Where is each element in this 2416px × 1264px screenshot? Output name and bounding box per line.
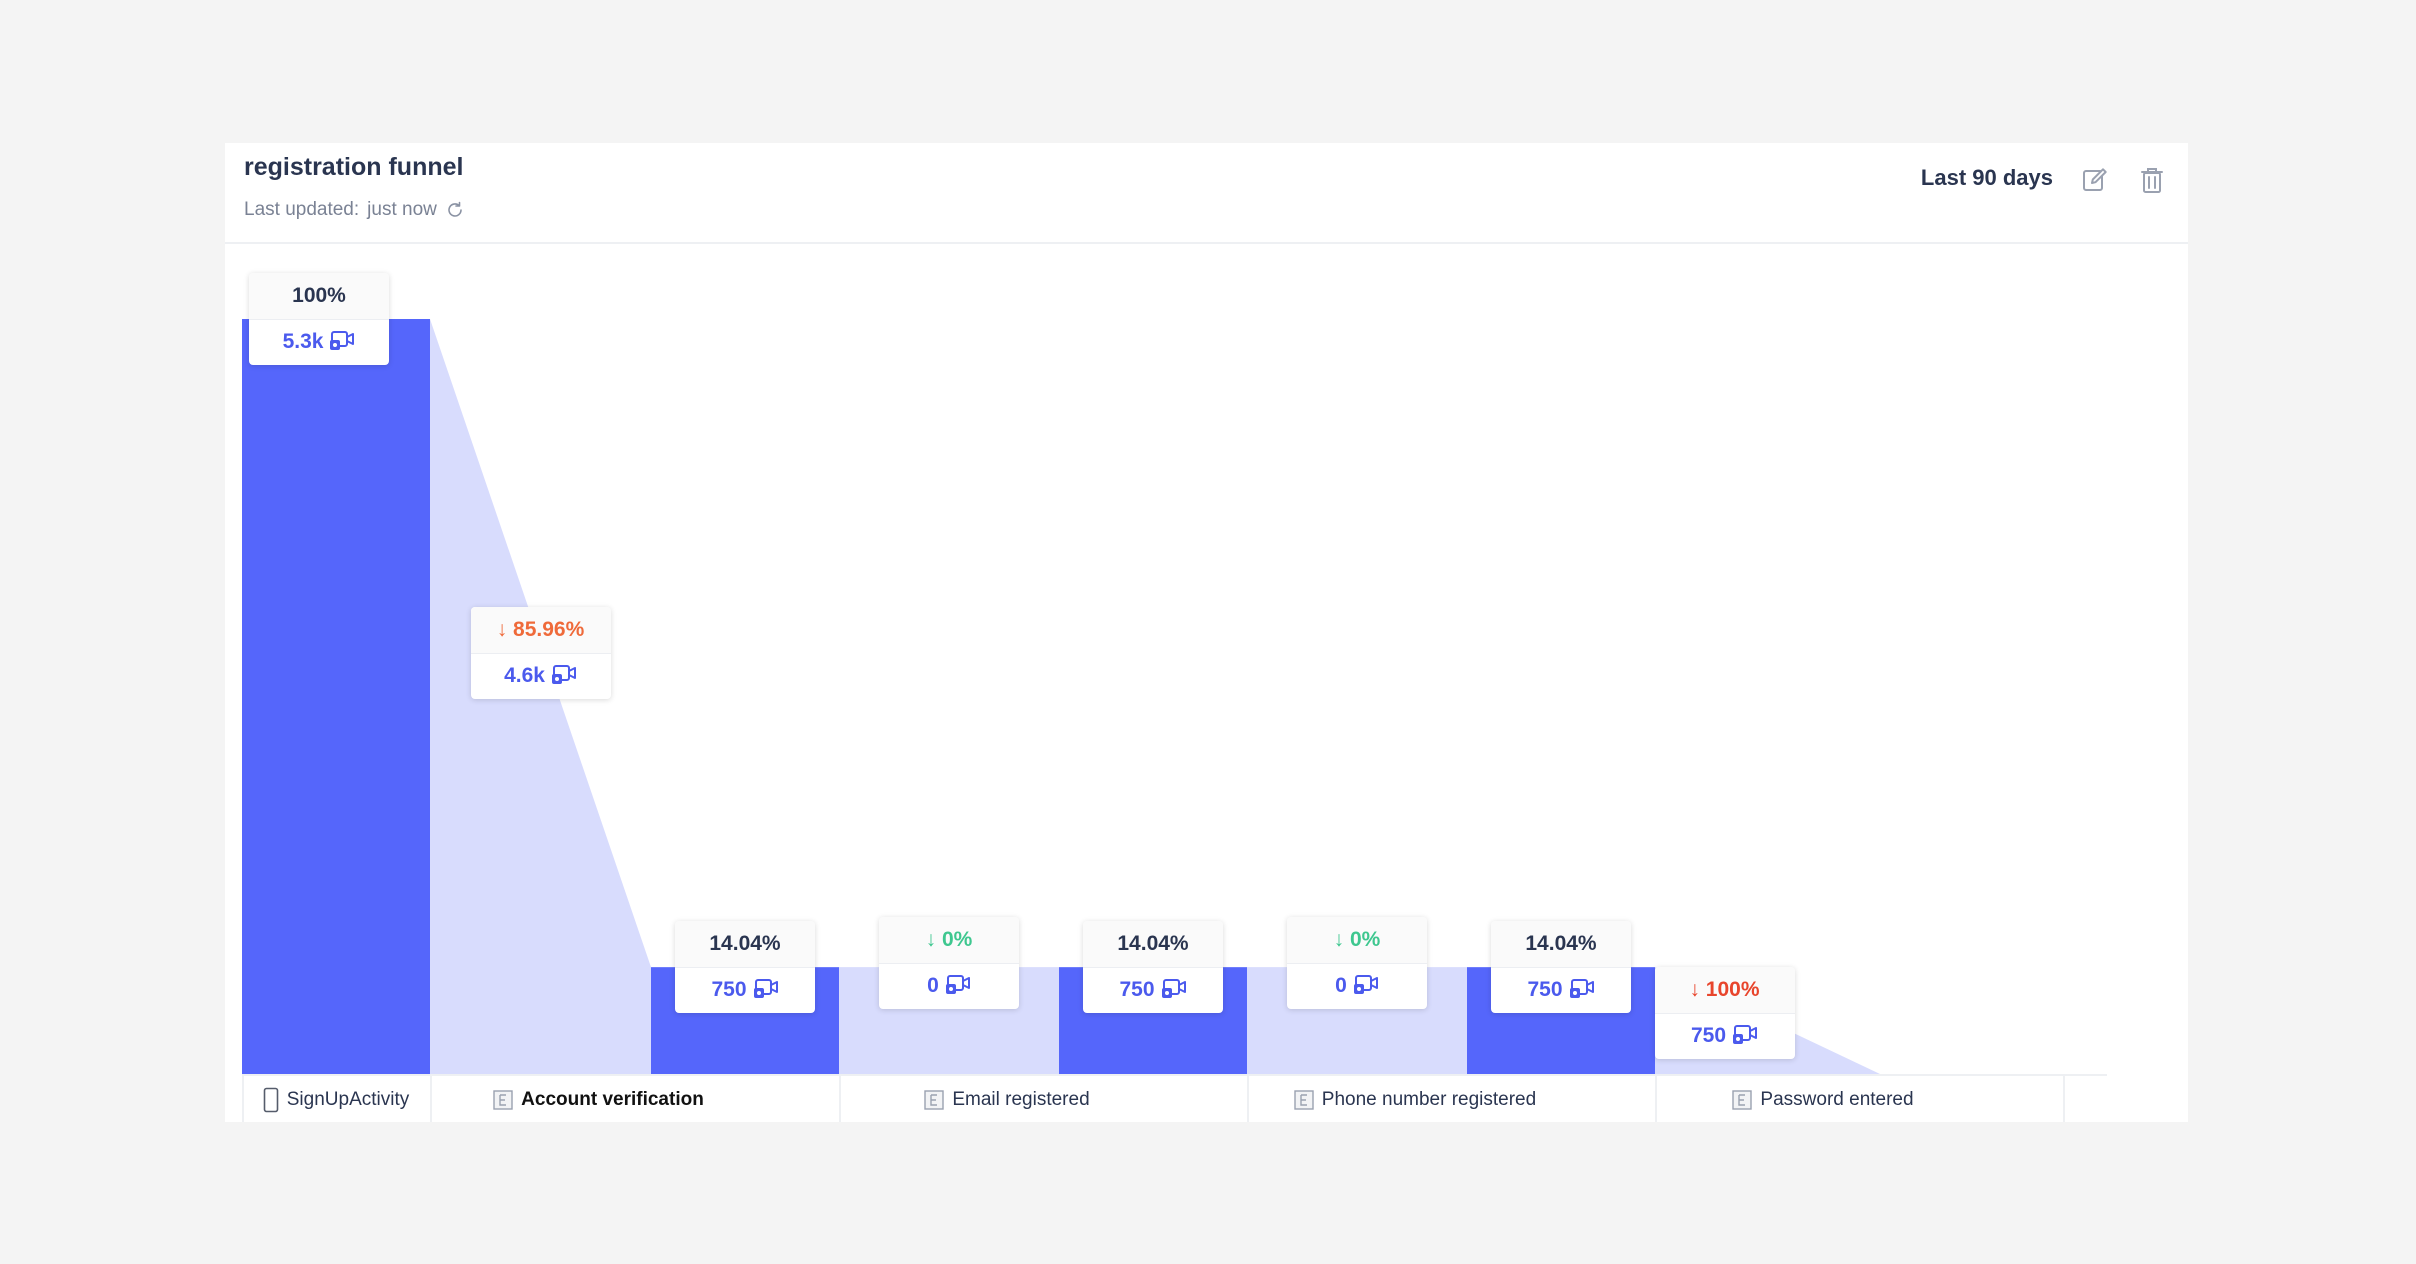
dropoff-label-count[interactable]: 0 bbox=[879, 964, 1019, 1010]
column-divider bbox=[839, 1076, 841, 1122]
dropoff-label-count-value: 0 bbox=[927, 974, 939, 998]
dropoff-label-percent: ↓ 0% bbox=[879, 917, 1019, 965]
conversion-label: 100% 5.3k bbox=[249, 273, 389, 365]
session-recording-icon[interactable] bbox=[945, 973, 971, 995]
conversion-label-percent: 14.04% bbox=[1491, 921, 1631, 969]
conversion-label: 14.04% 750 bbox=[1491, 921, 1631, 1014]
step-label[interactable]: Account verification bbox=[430, 1078, 839, 1122]
step-label[interactable]: SignUpActivity bbox=[242, 1078, 430, 1122]
conversion-label-count-value: 750 bbox=[711, 978, 747, 1002]
dropoff-label: ↓ 0% 0 bbox=[1287, 917, 1427, 1010]
funnel-card: registration funnel Last updated: just n… bbox=[225, 143, 2188, 1122]
step-label-text: Account verification bbox=[521, 1089, 704, 1110]
chart-title: registration funnel bbox=[244, 153, 464, 181]
refresh-icon[interactable] bbox=[445, 200, 465, 220]
conversion-label-count-value: 750 bbox=[1527, 978, 1563, 1002]
trash-icon[interactable] bbox=[2137, 165, 2167, 195]
funnel-bar bbox=[242, 319, 430, 1074]
conversion-label-count[interactable]: 750 bbox=[1491, 968, 1631, 1014]
session-recording-icon[interactable] bbox=[329, 329, 355, 351]
event-icon bbox=[493, 1090, 513, 1110]
event-icon bbox=[924, 1090, 945, 1110]
column-divider bbox=[430, 1076, 432, 1122]
column-divider bbox=[1247, 1076, 1249, 1122]
dropoff-label-percent: ↓ 100% bbox=[1654, 967, 1795, 1015]
step-label[interactable]: Email registered bbox=[839, 1078, 1247, 1122]
event-icon bbox=[1294, 1090, 1314, 1110]
last-updated-value: just now bbox=[367, 199, 437, 220]
event-icon bbox=[1732, 1090, 1753, 1110]
phone-icon bbox=[263, 1087, 279, 1113]
conversion-label-count[interactable]: 750 bbox=[1083, 968, 1223, 1014]
session-recording-icon[interactable] bbox=[1569, 977, 1595, 999]
session-recording-icon[interactable] bbox=[753, 977, 779, 999]
conversion-label-count-value: 5.3k bbox=[282, 330, 324, 353]
dropoff-label-count[interactable]: 4.6k bbox=[471, 654, 611, 700]
dropoff-label-count[interactable]: 750 bbox=[1655, 1014, 1795, 1060]
conversion-label-percent: 14.04% bbox=[675, 921, 815, 969]
step-label-text: Phone number registered bbox=[1321, 1089, 1537, 1110]
chart-baseline bbox=[242, 1074, 2107, 1076]
funnel-chart bbox=[242, 319, 1880, 1074]
session-recording-icon[interactable] bbox=[1161, 977, 1187, 999]
conversion-label-count-value: 750 bbox=[1119, 978, 1155, 1002]
step-label-text: Password entered bbox=[1760, 1089, 1914, 1110]
edit-icon[interactable] bbox=[2080, 165, 2110, 195]
conversion-label-count[interactable]: 750 bbox=[675, 968, 815, 1014]
step-label-text: SignUpActivity bbox=[286, 1089, 410, 1110]
last-updated-label: Last updated: bbox=[244, 199, 360, 220]
step-label[interactable]: Phone number registered bbox=[1247, 1078, 1655, 1122]
dropoff-label-percent: ↓ 0% bbox=[1287, 917, 1427, 965]
step-label-text: Email registered bbox=[952, 1089, 1090, 1110]
column-divider bbox=[2063, 1076, 2065, 1122]
dropoff-label: ↓ 0% 0 bbox=[879, 917, 1019, 1010]
column-divider bbox=[1655, 1076, 1657, 1122]
last-updated: Last updated: just now bbox=[244, 199, 465, 221]
dropoff-label-count-value: 4.6k bbox=[504, 664, 545, 688]
conversion-label-percent: 14.04% bbox=[1083, 921, 1223, 969]
session-recording-icon[interactable] bbox=[551, 663, 577, 685]
dropoff-label-percent: ↓ 85.96% bbox=[470, 607, 611, 655]
column-divider bbox=[242, 1076, 244, 1122]
step-label[interactable]: Password entered bbox=[1655, 1078, 2063, 1122]
dropoff-label-count-value: 750 bbox=[1690, 1024, 1727, 1048]
conversion-label: 14.04% 750 bbox=[675, 921, 815, 1014]
date-range-selector[interactable]: Last 90 days bbox=[1920, 165, 2053, 190]
conversion-label-count[interactable]: 5.3k bbox=[249, 320, 389, 366]
card-header: registration funnel Last updated: just n… bbox=[225, 143, 2188, 244]
session-recording-icon[interactable] bbox=[1732, 1023, 1758, 1045]
conversion-label: 14.04% 750 bbox=[1083, 921, 1223, 1014]
dropoff-label: ↓ 85.96% 4.6k bbox=[470, 607, 611, 700]
session-recording-icon[interactable] bbox=[1353, 973, 1379, 995]
dropoff-label-count[interactable]: 0 bbox=[1287, 964, 1427, 1010]
conversion-label-percent: 100% bbox=[249, 273, 389, 320]
dropoff-label: ↓ 100% 750 bbox=[1654, 967, 1795, 1060]
dropoff-label-count-value: 0 bbox=[1335, 974, 1347, 998]
